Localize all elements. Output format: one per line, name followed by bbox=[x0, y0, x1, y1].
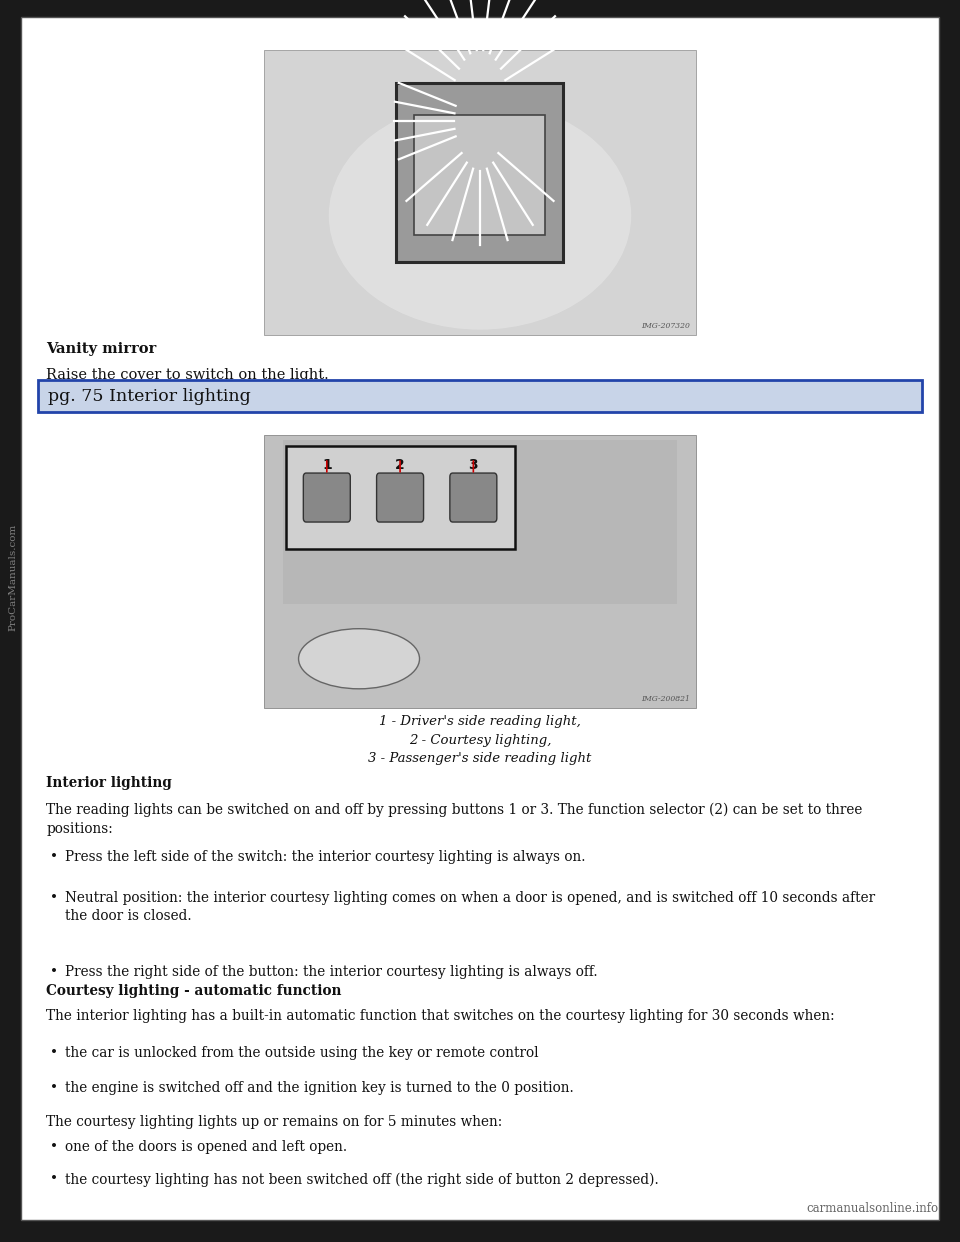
Text: Press the right side of the button: the interior courtesy lighting is always off: Press the right side of the button: the … bbox=[65, 965, 598, 979]
Text: •: • bbox=[50, 891, 58, 904]
FancyBboxPatch shape bbox=[286, 446, 515, 549]
Text: 1: 1 bbox=[322, 458, 332, 472]
Text: 3: 3 bbox=[468, 458, 478, 472]
Text: •: • bbox=[50, 850, 58, 863]
Text: 2: 2 bbox=[396, 458, 405, 472]
Text: •: • bbox=[50, 1081, 58, 1094]
Text: IMG-207320: IMG-207320 bbox=[641, 323, 690, 330]
Text: Interior lighting: Interior lighting bbox=[46, 776, 172, 790]
Text: pg. 75 Interior lighting: pg. 75 Interior lighting bbox=[48, 388, 251, 405]
Text: one of the doors is opened and left open.: one of the doors is opened and left open… bbox=[65, 1140, 348, 1154]
FancyBboxPatch shape bbox=[264, 435, 696, 708]
Ellipse shape bbox=[328, 101, 632, 329]
FancyBboxPatch shape bbox=[396, 83, 563, 262]
Text: the courtesy lighting has not been switched off (the right side of button 2 depr: the courtesy lighting has not been switc… bbox=[65, 1172, 659, 1187]
FancyBboxPatch shape bbox=[283, 440, 677, 604]
Ellipse shape bbox=[299, 628, 420, 689]
FancyBboxPatch shape bbox=[38, 380, 922, 412]
Text: the engine is switched off and the ignition key is turned to the 0 position.: the engine is switched off and the ignit… bbox=[65, 1081, 574, 1094]
FancyBboxPatch shape bbox=[450, 473, 497, 522]
FancyBboxPatch shape bbox=[303, 473, 350, 522]
Text: The interior lighting has a built-in automatic function that switches on the cou: The interior lighting has a built-in aut… bbox=[46, 1009, 834, 1022]
FancyBboxPatch shape bbox=[414, 116, 545, 236]
Text: Press the left side of the switch: the interior courtesy lighting is always on.: Press the left side of the switch: the i… bbox=[65, 850, 586, 863]
Text: The reading lights can be switched on and off by pressing buttons 1 or 3. The fu: The reading lights can be switched on an… bbox=[46, 802, 862, 836]
Text: Courtesy lighting - automatic function: Courtesy lighting - automatic function bbox=[46, 984, 342, 997]
Text: ProCarManuals.com: ProCarManuals.com bbox=[9, 524, 18, 631]
Text: •: • bbox=[50, 1172, 58, 1186]
FancyBboxPatch shape bbox=[264, 50, 696, 335]
Text: Neutral position: the interior courtesy lighting comes on when a door is opened,: Neutral position: the interior courtesy … bbox=[65, 891, 876, 923]
Text: IMG-200821: IMG-200821 bbox=[641, 696, 690, 703]
Text: 1 - Driver's side reading light,
2 - Courtesy lighting,
3 - Passenger's side rea: 1 - Driver's side reading light, 2 - Cou… bbox=[369, 715, 591, 765]
Text: •: • bbox=[50, 1140, 58, 1154]
Text: carmanualsonline.info: carmanualsonline.info bbox=[806, 1202, 939, 1215]
FancyBboxPatch shape bbox=[376, 473, 423, 522]
Text: Vanity mirror: Vanity mirror bbox=[46, 342, 156, 355]
Text: Raise the cover to switch on the light.: Raise the cover to switch on the light. bbox=[46, 368, 329, 381]
Text: •: • bbox=[50, 1046, 58, 1059]
Text: The courtesy lighting lights up or remains on for 5 minutes when:: The courtesy lighting lights up or remai… bbox=[46, 1115, 502, 1129]
Text: •: • bbox=[50, 965, 58, 979]
Text: the car is unlocked from the outside using the key or remote control: the car is unlocked from the outside usi… bbox=[65, 1046, 539, 1059]
FancyBboxPatch shape bbox=[21, 17, 939, 1220]
